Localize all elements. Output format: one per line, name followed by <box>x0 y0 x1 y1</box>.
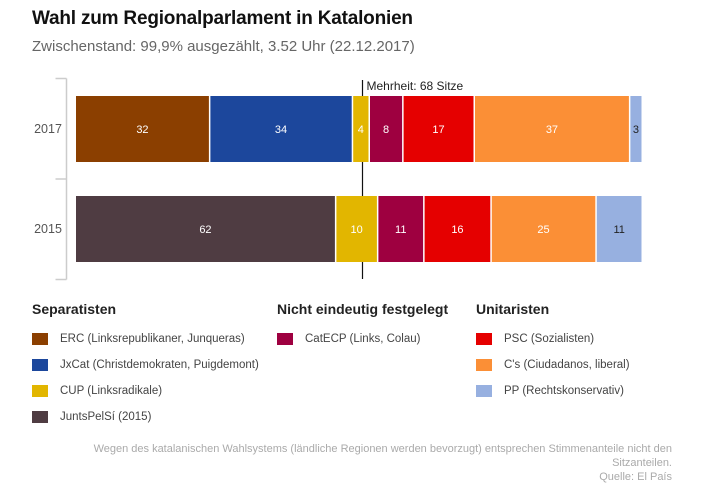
legend-swatch-juntspelsi <box>32 411 48 423</box>
legend-swatch-psc <box>476 333 492 345</box>
legend-label: ERC (Linksrepublikaner, Junqueras) <box>60 333 245 345</box>
legend-swatch-catecp <box>277 333 293 345</box>
legend-label: PP (Rechtskonservativ) <box>504 385 624 397</box>
bar-2015-juntspelsi <box>76 196 335 262</box>
bar-2017-pp <box>630 96 642 162</box>
legend-item-erc: ERC (Linksrepublikaner, Junqueras) <box>32 326 259 352</box>
bar-2017-catecp <box>370 96 403 162</box>
year-label-2017: 2017 <box>34 122 62 136</box>
chart-title: Wahl zum Regionalparlament in Katalonien <box>32 8 413 29</box>
bar-2015-catecp <box>378 196 424 262</box>
legend-item-cs: C's (Ciudadanos, liberal) <box>476 352 630 378</box>
legend-item-jxcat: JxCat (Christdemokraten, Puigdemont) <box>32 352 259 378</box>
bar-2017-psc <box>403 96 474 162</box>
footnote: Wegen des katalanischen Wahlsystems (län… <box>32 442 672 484</box>
legend-label: CUP (Linksradikale) <box>60 385 163 397</box>
bar-value-label: 3 <box>633 124 639 136</box>
majority-label: Mehrheit: 68 Sitze <box>367 79 464 93</box>
chart-subtitle: Zwischenstand: 99,9% ausgezählt, 3.52 Uh… <box>32 38 415 55</box>
bar-value-label: 11 <box>613 224 624 236</box>
bar-value-label: 11 <box>395 224 406 236</box>
legend-label: JxCat (Christdemokraten, Puigdemont) <box>60 359 259 371</box>
year-label-2015: 2015 <box>34 222 62 236</box>
bar-2015-cs <box>491 196 596 262</box>
bar-value-label: 17 <box>432 124 444 136</box>
legend-group-separatisten: Separatisten ERC (Linksrepublikaner, Jun… <box>32 301 259 430</box>
legend-group-title: Unitaristen <box>476 301 550 317</box>
bar-2017-erc <box>76 96 209 162</box>
bar-value-label: 8 <box>383 124 389 136</box>
legend-label: CatECP (Links, Colau) <box>305 333 421 345</box>
footnote-text: Wegen des katalanischen Wahlsystems (län… <box>93 443 672 455</box>
legend-group-title: Separatisten <box>32 301 117 317</box>
legend-group-nicht-festgelegt: Nicht eindeutig festgelegt CatECP (Links… <box>277 301 448 352</box>
bar-2017-cs <box>475 96 629 162</box>
legend-item-psc: PSC (Sozialisten) <box>476 326 630 352</box>
legend-label: JuntsPelSí (2015) <box>60 411 152 423</box>
legend-group-unitaristen: Unitaristen PSC (Sozialisten) C's (Ciuda… <box>476 301 630 404</box>
legend-item-catecp: CatECP (Links, Colau) <box>277 326 448 352</box>
legend-label: PSC (Sozialisten) <box>504 333 595 345</box>
bar-2015-psc <box>424 196 491 262</box>
bar-2017-jxcat <box>210 96 352 162</box>
bar-2017-cup <box>353 96 369 162</box>
legend-item-pp: PP (Rechtskonservativ) <box>476 378 630 404</box>
bar-value-label: 4 <box>358 124 364 136</box>
legend-swatch-cs <box>476 359 492 371</box>
legend-swatch-pp <box>476 385 492 397</box>
legend-swatch-erc <box>32 333 48 345</box>
stacked-bar-chart: 2017 32 34 4 8 17 37 3 2015 62 10 11 16 25 11 Mehrheit:… <box>34 77 642 281</box>
bar-value-label: 37 <box>546 124 558 136</box>
source-credit: Quelle: El País <box>599 471 672 483</box>
bar-2015-pp <box>596 196 642 262</box>
legend-swatch-jxcat <box>32 359 48 371</box>
legend-group-title: Nicht eindeutig festgelegt <box>277 301 449 317</box>
footnote-text-cont: Sitzanteilen. <box>612 457 672 469</box>
bar-value-label: 32 <box>136 124 148 136</box>
bar-value-label: 10 <box>351 224 363 236</box>
legend-item-cup: CUP (Linksradikale) <box>32 378 259 404</box>
bar-2015-cup <box>336 196 377 262</box>
bar-value-label: 34 <box>275 124 287 136</box>
bar-value-label: 62 <box>199 224 211 236</box>
bar-value-label: 25 <box>537 224 549 236</box>
legend-swatch-cup <box>32 385 48 397</box>
legend-item-juntspelsi: JuntsPelSí (2015) <box>32 404 259 430</box>
legend-label: C's (Ciudadanos, liberal) <box>504 359 630 371</box>
bar-value-label: 16 <box>451 224 463 236</box>
